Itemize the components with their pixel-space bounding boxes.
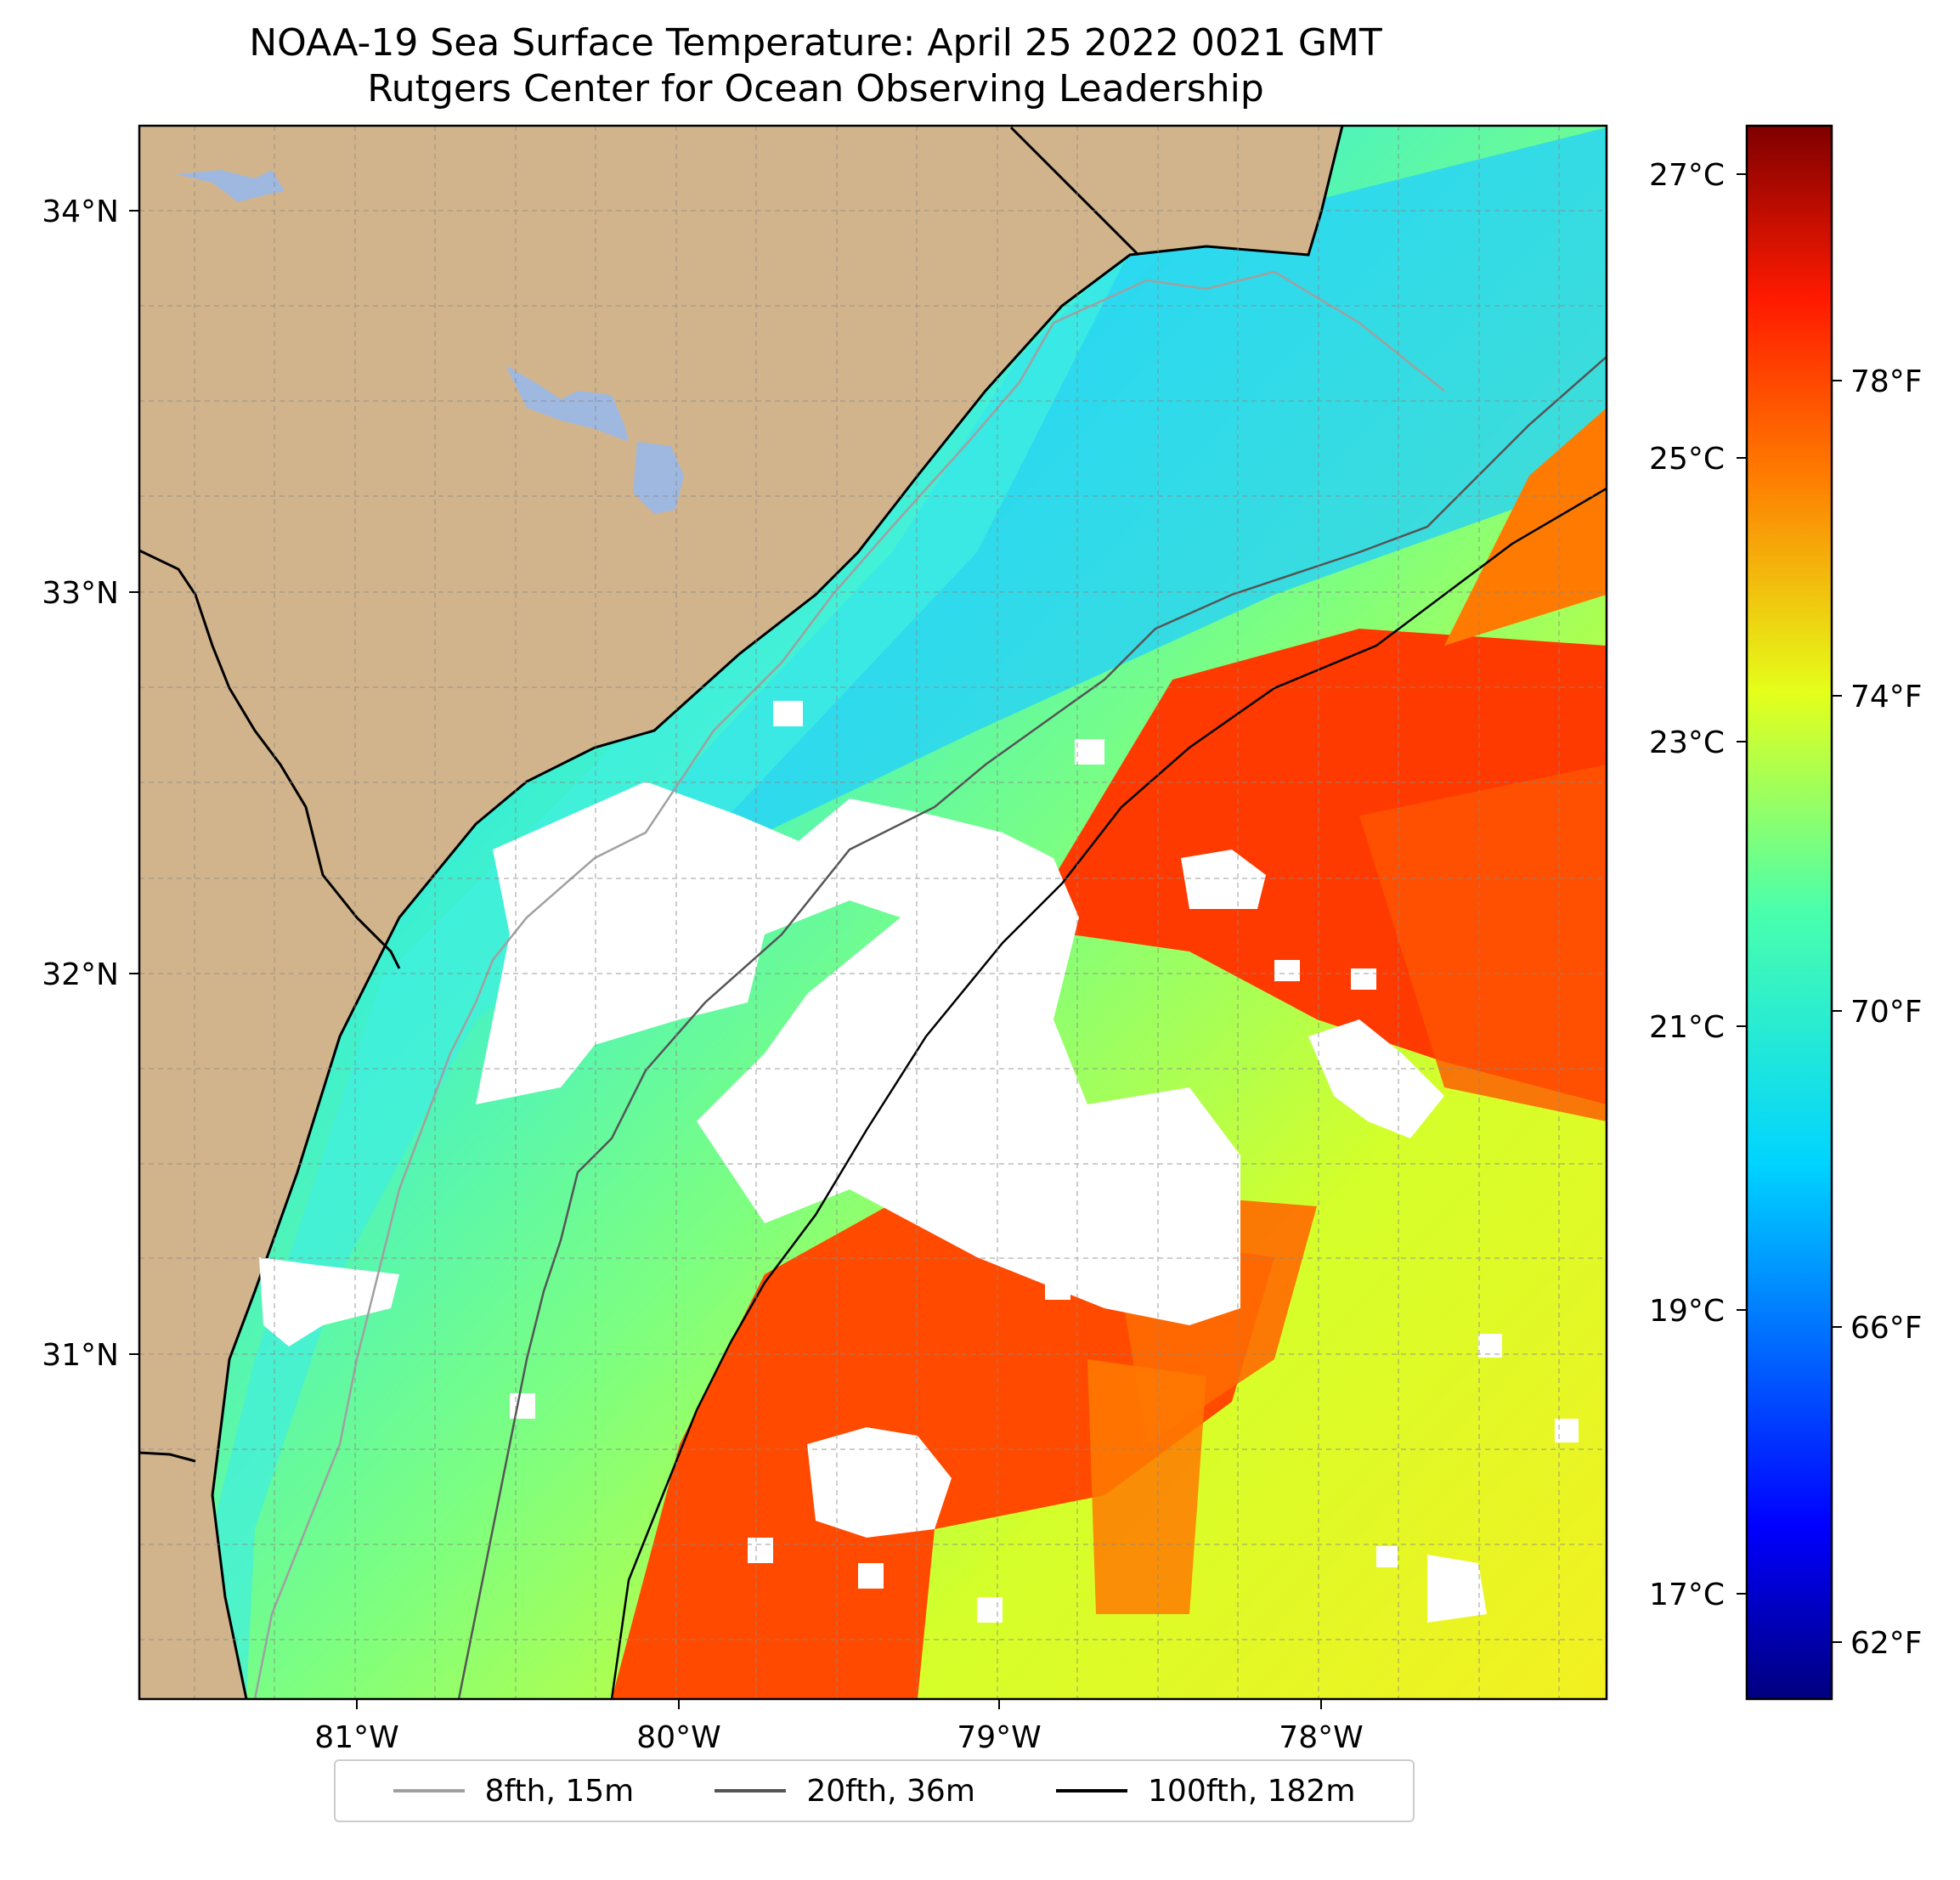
legend-item-20fth: 20fth, 36m	[715, 1774, 975, 1809]
colorbar-c-21: 21°C	[1649, 1010, 1725, 1045]
colorbar-c-27: 27°C	[1649, 158, 1725, 193]
legend-line-20fth	[715, 1789, 787, 1792]
colorbar-f-78: 78°F	[1850, 364, 1923, 399]
colorbar-f-70: 70°F	[1850, 995, 1923, 1030]
colorbar-f-66: 66°F	[1850, 1311, 1923, 1346]
lon-label-80: 80°W	[636, 1720, 720, 1755]
contour-legend: 8fth, 15m 20fth, 36m 100fth, 182m	[334, 1759, 1415, 1822]
colorbar-c-19: 19°C	[1649, 1294, 1725, 1329]
lon-label-81: 81°W	[314, 1720, 398, 1755]
colorbar-f-74: 74°F	[1850, 680, 1923, 714]
map-subtitle: Rutgers Center for Ocean Observing Leade…	[367, 67, 1264, 110]
colorbar-f-62: 62°F	[1850, 1626, 1923, 1661]
legend-item-8fth: 8fth, 15m	[393, 1773, 635, 1809]
colorbar	[1745, 124, 1833, 1701]
legend-line-100fth	[1056, 1789, 1128, 1792]
map-title: NOAA-19 Sea Surface Temperature: April 2…	[249, 21, 1382, 65]
legend-line-8fth	[393, 1789, 465, 1792]
lon-label-78: 78°W	[1279, 1720, 1363, 1755]
lon-label-79: 79°W	[957, 1720, 1041, 1755]
colorbar-c-17: 17°C	[1649, 1578, 1725, 1612]
lat-label-32: 32°N	[42, 957, 119, 992]
lat-label-34: 34°N	[42, 195, 119, 229]
legend-item-100fth: 100fth, 182m	[1056, 1774, 1355, 1809]
lat-label-33: 33°N	[42, 576, 119, 611]
lat-label-31: 31°N	[42, 1338, 119, 1373]
colorbar-c-23: 23°C	[1649, 725, 1725, 760]
legend-label-100fth: 100fth, 182m	[1148, 1773, 1356, 1809]
legend-label-20fth: 20fth, 36m	[806, 1773, 975, 1809]
legend-label-8fth: 8fth, 15m	[484, 1773, 635, 1809]
colorbar-c-25: 25°C	[1649, 442, 1725, 477]
